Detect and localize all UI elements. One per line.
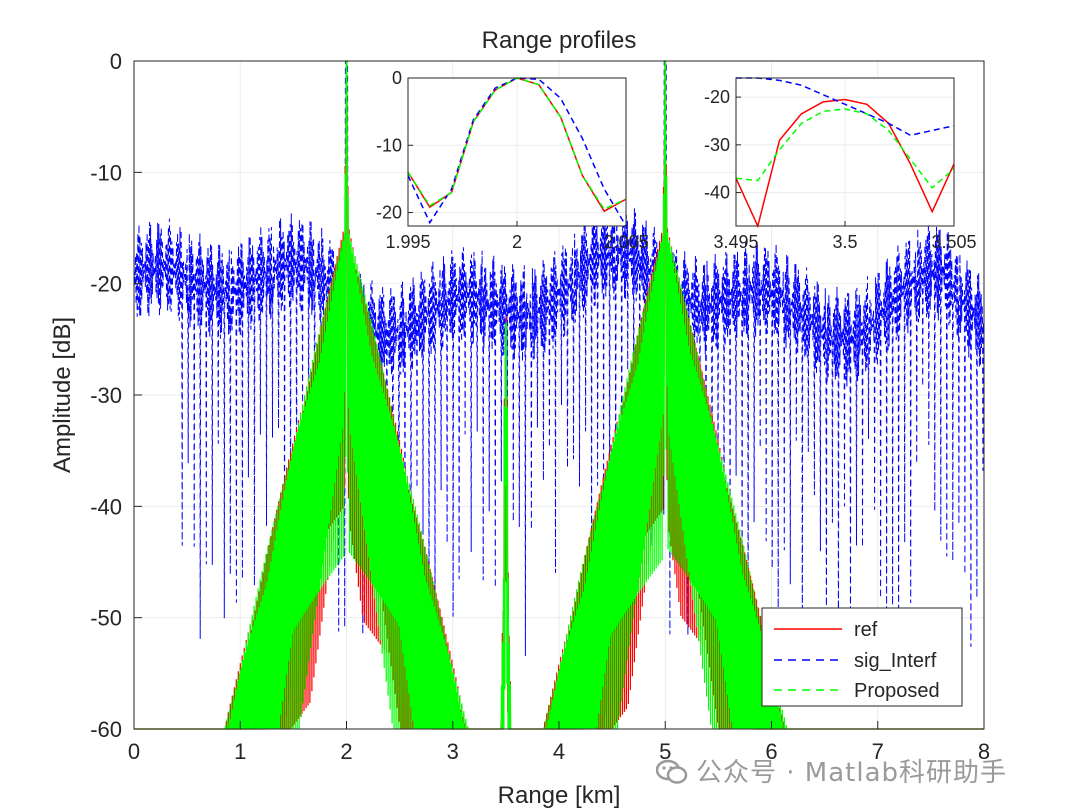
wechat-icon bbox=[656, 759, 688, 784]
watermark-text: 公众号 · Matlab科研助手 bbox=[696, 758, 1008, 788]
inset-series-sig-interf bbox=[407, 77, 627, 227]
inset-series-ref bbox=[735, 98, 955, 229]
legend-label-sig-interf: sig_Interf bbox=[854, 650, 937, 672]
x-tick-label: 0 bbox=[128, 739, 140, 764]
chart-title: Range profiles bbox=[482, 27, 637, 54]
y-tick-label: -30 bbox=[90, 383, 122, 408]
inset-2-axes: 3.495 3.5 3.505 -20 -30 -40 bbox=[704, 77, 977, 252]
inset-y-tick-label: -10 bbox=[376, 135, 402, 155]
inset-x-tick-label: 2.005 bbox=[603, 232, 648, 252]
y-tick-label: -50 bbox=[90, 606, 122, 631]
x-tick-label: 6 bbox=[765, 739, 777, 764]
y-tick-label: -60 bbox=[90, 717, 122, 742]
x-tick-label: 1 bbox=[234, 739, 246, 764]
x-tick-label: 7 bbox=[872, 739, 884, 764]
inset-x-tick-label: 1.995 bbox=[385, 232, 430, 252]
y-tick-label: -20 bbox=[90, 272, 122, 297]
x-axis-label: Range [km] bbox=[498, 782, 621, 809]
inset-y-tick-label: -30 bbox=[704, 135, 730, 155]
legend-label-proposed: Proposed bbox=[854, 680, 940, 702]
legend-label-ref: ref bbox=[854, 619, 878, 641]
inset-y-tick-label: 0 bbox=[392, 68, 402, 88]
y-tick-label: -10 bbox=[90, 160, 122, 185]
inset-x-tick-label: 2 bbox=[512, 232, 522, 252]
inset-y-tick-label: -20 bbox=[376, 203, 402, 223]
series-sig-interf bbox=[133, 60, 985, 682]
y-tick-label: -40 bbox=[90, 494, 122, 519]
y-axis-label: Amplitude [dB] bbox=[49, 317, 76, 473]
watermark: 公众号 · Matlab科研助手 bbox=[656, 752, 1007, 789]
x-tick-label: 8 bbox=[978, 739, 990, 764]
inset-x-tick-label: 3.495 bbox=[713, 232, 758, 252]
inset-y-tick-label: -40 bbox=[704, 183, 730, 203]
x-tick-label: 5 bbox=[659, 739, 671, 764]
main-ticks: 0 1 2 3 4 5 6 7 8 0 -10 -20 -30 -40 -50 -60 bbox=[90, 49, 990, 764]
legend: ref sig_Interf Proposed bbox=[761, 607, 963, 707]
inset-1-axes: 1.995 2 2.005 0 -10 -20 bbox=[376, 68, 649, 252]
inset-x-tick-label: 3.5 bbox=[832, 232, 857, 252]
inset-y-tick-label: -20 bbox=[704, 87, 730, 107]
x-tick-label: 4 bbox=[553, 739, 565, 764]
x-tick-label: 2 bbox=[340, 739, 352, 764]
inset-series-sig-interf bbox=[736, 77, 955, 137]
x-tick-label: 3 bbox=[447, 739, 459, 764]
inset-x-tick-label: 3.505 bbox=[931, 232, 976, 252]
y-tick-label: 0 bbox=[110, 49, 122, 74]
inset-series-proposed bbox=[735, 108, 955, 189]
